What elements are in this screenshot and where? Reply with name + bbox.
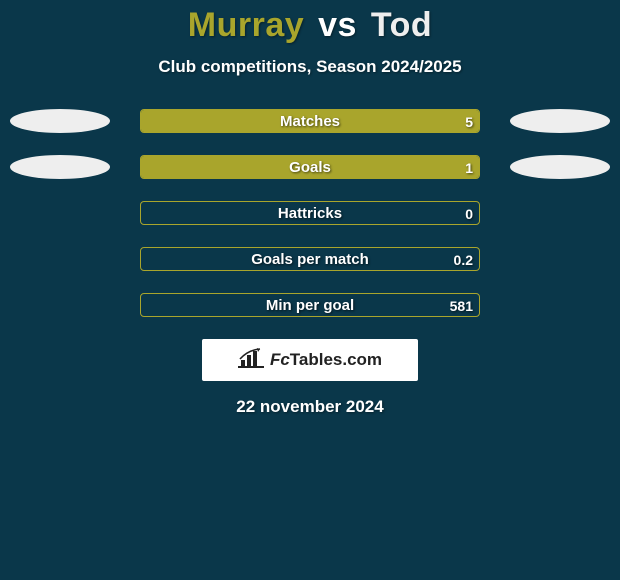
vs-label: vs [318, 6, 357, 44]
logo-fc: Fc [270, 350, 290, 369]
stat-bar: Matches5 [140, 109, 480, 133]
stat-bar: Goals per match0.2 [140, 247, 480, 271]
stat-row: Goals1 [0, 155, 620, 179]
stat-label: Hattricks [141, 202, 479, 224]
comparison-infographic: Murray vs Tod Club competitions, Season … [0, 0, 620, 580]
stat-value-right: 5 [465, 110, 473, 132]
player2-name: Tod [371, 6, 432, 44]
stat-rows: Matches5Goals1Hattricks0Goals per match0… [0, 109, 620, 317]
stat-row: Min per goal581 [0, 293, 620, 317]
bars-icon [238, 348, 264, 373]
bar-fill-right [141, 110, 479, 132]
stat-label: Goals per match [141, 248, 479, 270]
logo-text: FcTables.com [270, 350, 382, 370]
player1-ellipse [10, 109, 110, 133]
player2-ellipse [510, 109, 610, 133]
stat-value-right: 581 [450, 294, 473, 316]
fctables-logo: FcTables.com [202, 339, 418, 381]
stat-row: Matches5 [0, 109, 620, 133]
subtitle: Club competitions, Season 2024/2025 [0, 57, 620, 77]
logo-rest: Tables.com [290, 350, 382, 369]
stat-row: Hattricks0 [0, 201, 620, 225]
bar-fill-right [141, 156, 479, 178]
stat-label: Min per goal [141, 294, 479, 316]
stat-bar: Hattricks0 [140, 201, 480, 225]
stat-value-right: 1 [465, 156, 473, 178]
player2-ellipse [510, 155, 610, 179]
player1-ellipse [10, 155, 110, 179]
stat-value-right: 0.2 [454, 248, 473, 270]
stat-bar: Goals1 [140, 155, 480, 179]
stat-bar: Min per goal581 [140, 293, 480, 317]
stat-value-right: 0 [465, 202, 473, 224]
page-title: Murray vs Tod [0, 0, 620, 45]
stat-row: Goals per match0.2 [0, 247, 620, 271]
date-label: 22 november 2024 [0, 397, 620, 417]
player1-name: Murray [188, 6, 304, 44]
